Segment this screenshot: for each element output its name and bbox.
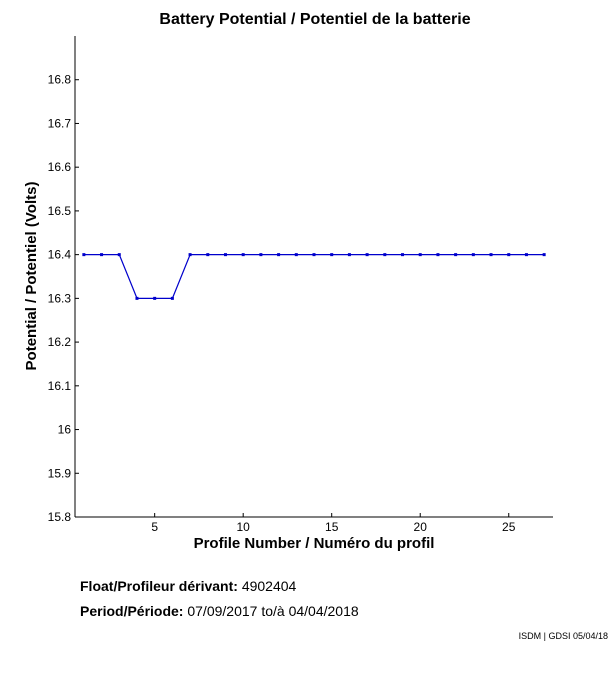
data-point — [82, 253, 86, 257]
x-axis-label: Profile Number / Numéro du profil — [194, 535, 435, 552]
credit-text: ISDM | GDSI 05/04/18 — [518, 631, 608, 641]
float-value: 4902404 — [241, 578, 297, 594]
data-point — [365, 253, 369, 257]
data-point — [277, 253, 281, 257]
y-tick-label: 16.5 — [48, 204, 72, 218]
period-start: 07/09/2017 — [187, 603, 258, 619]
x-tick-label: 20 — [414, 520, 428, 534]
data-point — [489, 253, 493, 257]
period-separator: to/à — [261, 603, 285, 619]
y-tick-label: 16.8 — [48, 73, 72, 87]
y-tick-label: 16.1 — [48, 379, 72, 393]
series-line — [83, 254, 545, 299]
x-tick-label: 5 — [151, 520, 158, 534]
data-point — [206, 253, 210, 257]
data-point — [454, 253, 458, 257]
plot-axes — [74, 36, 553, 518]
x-tick-label: 25 — [502, 520, 516, 534]
data-point — [471, 253, 475, 257]
data-point — [100, 253, 104, 257]
y-ticks: 15.8 15.9 16 16.1 16.2 16.3 16.4 16.5 16.6 16.7 16… — [48, 73, 79, 524]
data-point — [188, 253, 192, 257]
data-point — [383, 253, 387, 257]
y-tick-label: 16.3 — [48, 291, 72, 305]
y-tick-label: 16.7 — [48, 116, 72, 130]
data-point — [153, 296, 157, 300]
data-point — [401, 253, 405, 257]
battery-chart: Battery Potential / Potentiel de la batt… — [23, 11, 553, 552]
data-point — [117, 253, 121, 257]
y-tick-label: 16 — [58, 423, 72, 437]
data-point — [294, 253, 298, 257]
y-axis-label: Potential / Potentiel (Volts) — [23, 182, 40, 371]
data-point — [524, 253, 528, 257]
float-info: Float/Profileur dérivant: 4902404 — [80, 578, 296, 594]
y-tick-label: 16.6 — [48, 160, 72, 174]
period-label: Period/Période: — [80, 603, 184, 619]
data-point — [542, 253, 546, 257]
data-point — [135, 296, 139, 300]
data-point — [259, 253, 263, 257]
data-point — [223, 253, 227, 257]
x-ticks: 5 10 15 20 25 — [151, 513, 516, 534]
data-point — [170, 296, 174, 300]
data-point — [418, 253, 422, 257]
period-end: 04/04/2018 — [288, 603, 359, 619]
data-point — [347, 253, 351, 257]
data-point — [436, 253, 440, 257]
series-battery-potential — [82, 253, 546, 300]
x-tick-label: 15 — [325, 520, 339, 534]
data-point — [507, 253, 511, 257]
y-tick-label: 15.8 — [48, 510, 72, 524]
float-label: Float/Profileur dérivant: — [80, 578, 238, 594]
y-tick-label: 15.9 — [48, 466, 72, 480]
x-tick-label: 10 — [237, 520, 251, 534]
y-tick-label: 16.4 — [48, 248, 72, 262]
data-point — [241, 253, 245, 257]
y-tick-label: 16.2 — [48, 335, 72, 349]
data-point — [312, 253, 316, 257]
chart-title: Battery Potential / Potentiel de la batt… — [159, 11, 470, 28]
data-point — [330, 253, 334, 257]
period-info: Period/Période: 07/09/2017 to/à 04/04/20… — [80, 603, 359, 619]
